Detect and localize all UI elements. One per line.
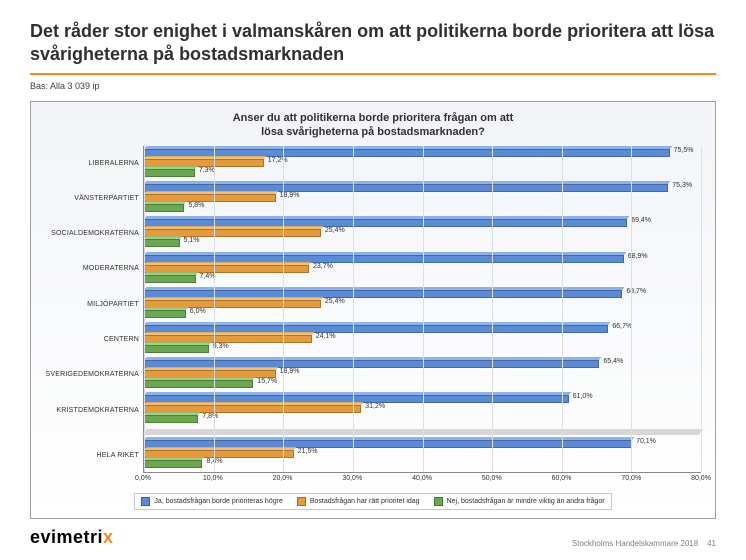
bar-value-label: 6,0% <box>190 308 206 315</box>
legend-swatch <box>434 497 443 506</box>
bar-fill <box>144 169 195 177</box>
x-tick-label: 40,0% <box>412 475 432 482</box>
gridline <box>423 146 424 473</box>
legend-item: Bostadsfrågan har rätt prioritet idag <box>297 497 420 506</box>
logo-text: evimetri <box>30 527 103 547</box>
bar-fill <box>144 275 196 283</box>
legend-swatch <box>141 497 150 506</box>
bar-value-label: 69,4% <box>631 217 651 224</box>
bar-fill <box>144 345 209 353</box>
x-axis-spacer <box>45 473 143 489</box>
x-tick-label: 10,0% <box>203 475 223 482</box>
bar-fill <box>144 380 253 388</box>
legend-label: Ja, bostadsfrågan borde prioriteras högr… <box>154 498 282 505</box>
gridline <box>492 146 493 473</box>
source-text: Stockholms Handelskammare 2018 <box>572 539 698 548</box>
bar-fill <box>144 415 198 423</box>
bar-value-label: 66,7% <box>612 323 632 330</box>
gridline <box>631 146 632 473</box>
x-tick-label: 50,0% <box>482 475 502 482</box>
y-label: MILJÖPARTIET <box>45 287 143 322</box>
chart-title-line2: lösa svårigheterna på bostadsmarknaden? <box>261 126 485 138</box>
gridline <box>283 146 284 473</box>
bar-value-label: 75,5% <box>674 147 694 154</box>
bar-value-label: 7,3% <box>199 167 215 174</box>
x-tick-label: 70,0% <box>621 475 641 482</box>
bar-value-label: 23,7% <box>313 263 333 270</box>
bars-area: 75,5%17,2%7,3%75,3%18,9%5,8%69,4%25,4%5,… <box>143 146 701 474</box>
plot-area: LIBERALERNAVÄNSTERPARTIETSOCIALDEMOKRATE… <box>45 146 701 474</box>
legend-item: Nej, bostadsfrågan är mindre viktig än a… <box>434 497 605 506</box>
bar-value-label: 21,5% <box>298 448 318 455</box>
bar-fill <box>144 239 180 247</box>
y-label: VÄNSTERPARTIET <box>45 181 143 216</box>
bar-value-label: 31,2% <box>365 403 385 410</box>
bar-value-label: 25,4% <box>325 298 345 305</box>
x-tick-label: 20,0% <box>273 475 293 482</box>
x-tick-label: 30,0% <box>342 475 362 482</box>
slide-title: Det råder stor enighet i valmanskåren om… <box>30 20 716 65</box>
gridline <box>214 146 215 473</box>
footer: evimetrix Stockholms Handelskammare 2018… <box>30 527 716 548</box>
legend-label: Bostadsfrågan har rätt prioritet idag <box>310 498 420 505</box>
bar-value-label: 7,8% <box>202 413 218 420</box>
gridline <box>144 146 145 473</box>
bar-value-label: 70,1% <box>636 438 656 445</box>
x-axis-ticks: 0,0%10,0%20,0%30,0%40,0%50,0%60,0%70,0%8… <box>143 473 701 489</box>
bar-value-label: 15,7% <box>257 378 277 385</box>
y-label: LIBERALERNA <box>45 146 143 181</box>
legend-swatch <box>297 497 306 506</box>
logo-accent: x <box>103 527 114 547</box>
bar-fill <box>144 460 202 468</box>
legend-label: Nej, bostadsfrågan är mindre viktig än a… <box>447 498 605 505</box>
chart-container: Anser du att politikerna borde prioriter… <box>30 101 716 519</box>
base-text: Bas: Alla 3 039 ip <box>30 81 716 91</box>
legend: Ja, bostadsfrågan borde prioriteras högr… <box>134 493 611 510</box>
y-axis-labels: LIBERALERNAVÄNSTERPARTIETSOCIALDEMOKRATE… <box>45 146 143 474</box>
bar-fill <box>144 310 186 318</box>
y-label: HELA RIKET <box>45 438 143 473</box>
source-line: Stockholms Handelskammare 2018 41 <box>572 539 716 548</box>
title-rule <box>30 73 716 75</box>
bar-value-label: 65,4% <box>603 358 623 365</box>
bar-fill <box>144 204 184 212</box>
y-label: SOCIALDEMOKRATERNA <box>45 216 143 251</box>
x-tick-label: 60,0% <box>552 475 572 482</box>
chart-title: Anser du att politikerna borde prioriter… <box>45 112 701 140</box>
page-number: 41 <box>707 539 716 548</box>
logo: evimetrix <box>30 527 114 548</box>
x-tick-label: 0,0% <box>135 475 151 482</box>
y-label: MODERATERNA <box>45 251 143 286</box>
bar-value-label: 5,8% <box>188 202 204 209</box>
bar-value-label: 25,4% <box>325 227 345 234</box>
bar-value-label: 61,0% <box>573 393 593 400</box>
bar-value-label: 5,1% <box>184 237 200 244</box>
chart-box: Anser du att politikerna borde prioriter… <box>30 101 716 519</box>
y-label: CENTERN <box>45 322 143 357</box>
y-label: KRISTDEMOKRATERNA <box>45 392 143 427</box>
bar-value-label: 17,2% <box>268 157 288 164</box>
legend-item: Ja, bostadsfrågan borde prioriteras högr… <box>141 497 282 506</box>
y-label: SVERIGEDEMOKRATERNA <box>45 357 143 392</box>
chart-title-line1: Anser du att politikerna borde prioriter… <box>233 112 514 124</box>
bar-value-label: 75,3% <box>672 182 692 189</box>
gridline <box>562 146 563 473</box>
y-gap <box>45 428 143 438</box>
x-axis: 0,0%10,0%20,0%30,0%40,0%50,0%60,0%70,0%8… <box>45 473 701 489</box>
x-tick-label: 80,0% <box>691 475 711 482</box>
bar-value-label: 68,7% <box>626 288 646 295</box>
gridline <box>701 146 702 473</box>
bar-value-label: 9,3% <box>213 343 229 350</box>
slide: Det råder stor enighet i valmanskåren om… <box>0 0 746 560</box>
gridline <box>353 146 354 473</box>
bar-value-label: 24,1% <box>316 333 336 340</box>
